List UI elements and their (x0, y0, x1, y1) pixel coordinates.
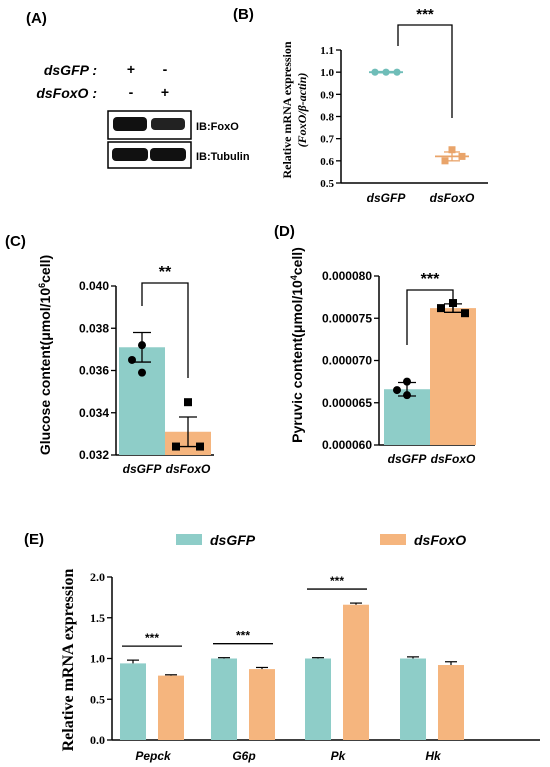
blot-row1-label: dsGFP : (44, 62, 97, 78)
blot-band-tubulin-2 (150, 148, 186, 161)
chart-e-ytick-label-3: 1.5 (90, 611, 105, 625)
panel-label-c: (C) (5, 233, 26, 250)
blot-sign-r2c2: + (161, 84, 169, 100)
panel-label-b: (B) (233, 6, 254, 23)
chart-b-point-0-0 (371, 68, 379, 76)
chart-c-ytick-label-4: 0.040 (79, 279, 109, 293)
chart-e-bar-dsGFP-3 (400, 658, 426, 740)
chart-e-ytick-label-0: 0.0 (90, 733, 105, 747)
chart-d-point-0-2 (403, 391, 411, 400)
chart-b-ytick-label-0: 0.5 (320, 178, 334, 190)
chart-e-ytick-label-2: 1.0 (90, 652, 105, 666)
chart-c-ytick-label-0: 0.032 (79, 448, 109, 462)
chart-e-xtick-label-1: G6p (232, 749, 255, 763)
chart-b-ytick-label-5: 1.0 (320, 67, 334, 79)
chart-b-xtick-label-0: dsGFP (367, 191, 407, 205)
chart-b-ytick-label-1: 0.6 (320, 156, 334, 168)
chart-b-point-0-2 (393, 68, 401, 76)
chart-e-sig-label-2: *** (330, 574, 344, 588)
chart-c-point-0-1 (128, 355, 136, 364)
blot-label-tubulin: IB:Tubulin (196, 151, 250, 163)
chart-d-sig-bracket (406, 289, 454, 345)
chart-e-bar-dsFoxO-2 (343, 604, 369, 740)
chart-e-xtick-label-3: Hk (425, 749, 442, 763)
chart-c-sig-label: ** (159, 264, 172, 281)
blot-sign-r2c1: - (129, 84, 134, 100)
blot-band-foxo-2 (151, 118, 185, 130)
chart-b-ytick-label-4: 0.9 (320, 89, 334, 101)
chart-d-point-0-1 (393, 386, 401, 395)
chart-d-sig-label: *** (421, 271, 440, 288)
chart-c-point-1-1 (172, 442, 180, 451)
chart-c-xtick-label-0: dsGFP (123, 462, 163, 476)
chart-e-xtick-label-2: Pk (331, 749, 347, 763)
chart-d-ylabel: Pyruvic content(μmol/104cell) (289, 247, 305, 443)
chart-d-ytick-label-0: 0.000060 (322, 438, 372, 452)
legend-swatch-dsfoxo (380, 534, 406, 545)
chart-d-point-1-2 (461, 309, 469, 318)
legend-swatch-dsgfp (176, 534, 202, 545)
chart-b-point-1-1 (441, 157, 449, 165)
chart-b-sig-bracket (397, 24, 453, 118)
legend-label-dsgfp: dsGFP (210, 532, 256, 548)
chart-b-ylabel-2: (FoxO/β-actin) (295, 73, 309, 148)
chart-b-ytick-label-2: 0.7 (320, 134, 334, 146)
chart-d-ytick-label-1: 0.000065 (322, 396, 372, 410)
chart-c-sig-bracket (141, 282, 189, 378)
chart-e-ylabel: Relative mRNA expression (60, 569, 77, 752)
chart-e-ytick-label-1: 0.5 (90, 692, 105, 706)
blot-label-foxo: IB:FoxO (196, 121, 239, 133)
panel-label-d: (D) (274, 223, 295, 240)
chart-b-sig-label: *** (416, 6, 434, 23)
blot-row2-label: dsFoxO : (36, 85, 97, 101)
chart-b-ytick-label-3: 0.8 (320, 112, 334, 124)
chart-d-ytick-label-2: 0.000070 (322, 354, 372, 368)
chart-e-bar-dsGFP-0 (120, 663, 146, 740)
chart-c-point-0-2 (138, 368, 146, 377)
chart-e-bar-dsFoxO-0 (158, 675, 184, 740)
blot-band-tubulin-1 (112, 148, 148, 161)
chart-d-bar-1 (430, 308, 476, 445)
blot-sign-r1c2: - (163, 61, 168, 77)
chart-c-ylabel: Glucose content(μmol/106cell) (37, 255, 53, 455)
blot-sign-r1c1: + (127, 61, 135, 77)
chart-b-point-1-2 (458, 152, 466, 160)
chart-c-point-1-0 (184, 398, 192, 407)
chart-d-xtick-label-1: dsFoxO (431, 452, 476, 466)
chart-e-sig-label-1: *** (236, 629, 250, 643)
panel-label-e: (E) (24, 531, 44, 548)
chart-e-bar-dsFoxO-3 (438, 665, 464, 740)
chart-e-bar-dsGFP-2 (305, 658, 331, 740)
chart-e-xtick-label-0: Pepck (135, 749, 172, 763)
chart-e-bar-dsFoxO-1 (249, 669, 275, 740)
chart-d-xtick-label-0: dsGFP (388, 452, 428, 466)
chart-c-ytick-label-3: 0.038 (79, 321, 109, 335)
chart-e-bar-dsGFP-1 (211, 658, 237, 740)
chart-b-point-0-1 (382, 68, 390, 76)
chart-c-bar-0 (119, 347, 165, 455)
chart-c-point-1-2 (196, 442, 204, 451)
chart-e-ytick-label-4: 2.0 (90, 570, 105, 584)
chart-d-ytick-label-4: 0.000080 (322, 269, 372, 283)
chart-b-ytick-label-6: 1.1 (320, 45, 334, 57)
chart-d-ytick-label-3: 0.000075 (322, 311, 372, 325)
chart-c-ytick-label-1: 0.034 (79, 406, 109, 420)
chart-d-point-1-1 (437, 304, 445, 313)
chart-c-point-0-0 (138, 341, 146, 350)
western-blot: dsGFP : dsFoxO : + - - + IB:FoxO IB:Tubu… (36, 61, 250, 169)
legend-label-dsfoxo: dsFoxO (414, 532, 466, 548)
chart-b-xtick-label-1: dsFoxO (430, 191, 475, 205)
blot-band-foxo-1 (113, 117, 147, 131)
chart-c-ytick-label-2: 0.036 (79, 364, 109, 378)
chart-b-point-1-0 (448, 146, 456, 154)
chart-d-point-0-0 (403, 377, 411, 386)
chart-e-sig-label-0: *** (145, 631, 159, 645)
chart-c-xtick-label-1: dsFoxO (166, 462, 211, 476)
panel-label-a: (A) (26, 10, 47, 27)
chart-b-ylabel-1: Relative mRNA expression (280, 41, 294, 178)
